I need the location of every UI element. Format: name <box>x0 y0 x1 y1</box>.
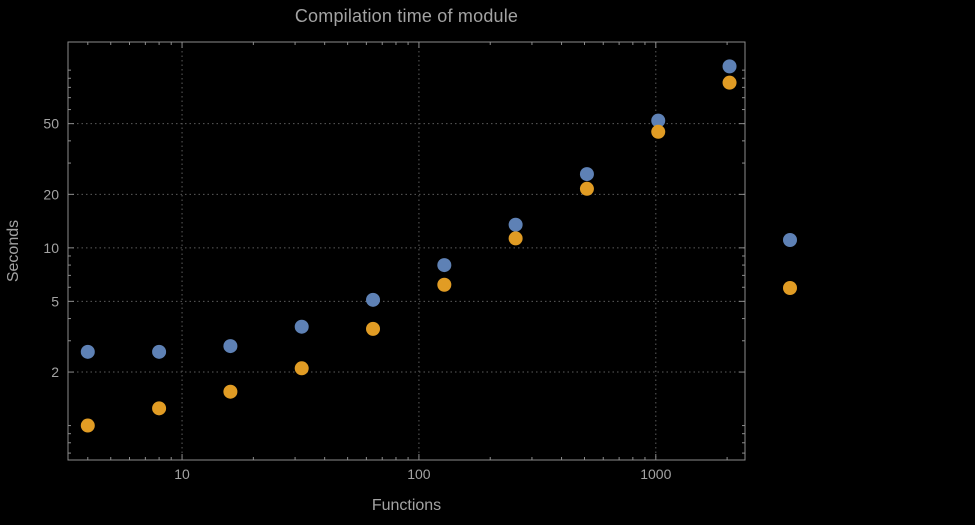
legend-marker-series-2 <box>783 281 797 295</box>
y-tick-label: 50 <box>43 116 59 132</box>
data-point-series-1 <box>722 59 737 74</box>
data-point-series-2 <box>366 321 381 336</box>
data-point-series-1 <box>223 339 238 354</box>
data-point-series-1 <box>579 167 594 182</box>
data-point-series-1 <box>508 217 523 232</box>
y-tick-label: 2 <box>51 364 59 380</box>
data-point-series-1 <box>80 344 95 359</box>
x-tick-label: 100 <box>407 466 431 482</box>
data-point-series-1 <box>152 344 167 359</box>
x-tick-label: 1000 <box>640 466 671 482</box>
data-point-series-1 <box>651 113 666 128</box>
data-point-series-2 <box>223 384 238 399</box>
data-point-series-2 <box>80 418 95 433</box>
x-axis-label: Functions <box>371 497 442 514</box>
chart-title: Compilation time of module <box>294 6 519 26</box>
y-tick-label: 20 <box>43 186 59 202</box>
data-point-series-2 <box>152 401 167 416</box>
data-point-series-2 <box>508 231 523 246</box>
y-tick-label: 10 <box>43 240 59 256</box>
data-point-series-2 <box>437 277 452 292</box>
plot-frame <box>67 41 746 461</box>
data-point-series-2 <box>294 361 309 376</box>
legend-marker-series-1 <box>783 233 797 247</box>
data-point-series-1 <box>294 319 309 334</box>
data-point-series-2 <box>651 124 666 139</box>
y-tick-label: 5 <box>51 293 59 309</box>
data-point-series-2 <box>579 181 594 196</box>
data-point-series-1 <box>366 292 381 307</box>
data-point-series-2 <box>722 75 737 90</box>
data-point-series-1 <box>437 258 452 273</box>
x-tick-label: 10 <box>174 466 190 482</box>
